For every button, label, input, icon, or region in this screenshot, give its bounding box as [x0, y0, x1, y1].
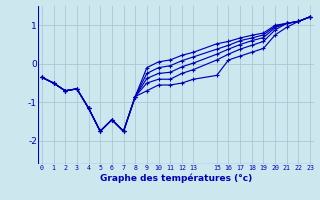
X-axis label: Graphe des températures (°c): Graphe des températures (°c) — [100, 173, 252, 183]
